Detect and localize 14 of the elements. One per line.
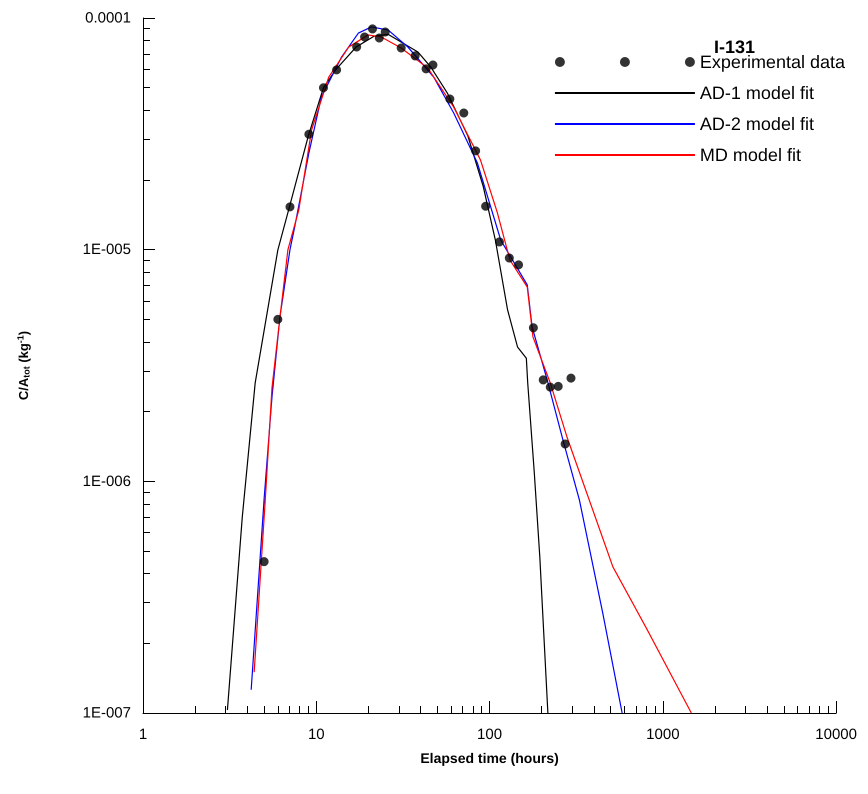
y-tick-label: 0.0001	[85, 10, 131, 26]
text: MD model fit	[700, 145, 801, 165]
y-tick-label: 1E-005	[82, 241, 131, 258]
x-tick-label: 1	[138, 726, 148, 743]
text: AD-2 model fit	[700, 114, 814, 134]
text: AD-1 model fit	[700, 83, 814, 103]
x-tick-label: 10	[308, 726, 325, 743]
x-tick-label: 10000	[815, 726, 858, 743]
y-tick-label: 1E-007	[82, 704, 131, 722]
x-axis-title: Elapsed time (hours)	[420, 750, 559, 766]
x-tick-label: 100	[477, 726, 502, 743]
y-axis-title: C/Atot (kg-1)	[16, 330, 32, 400]
y-tick-label: 1E-006	[82, 472, 131, 490]
x-tick-label: 1000	[646, 726, 680, 743]
